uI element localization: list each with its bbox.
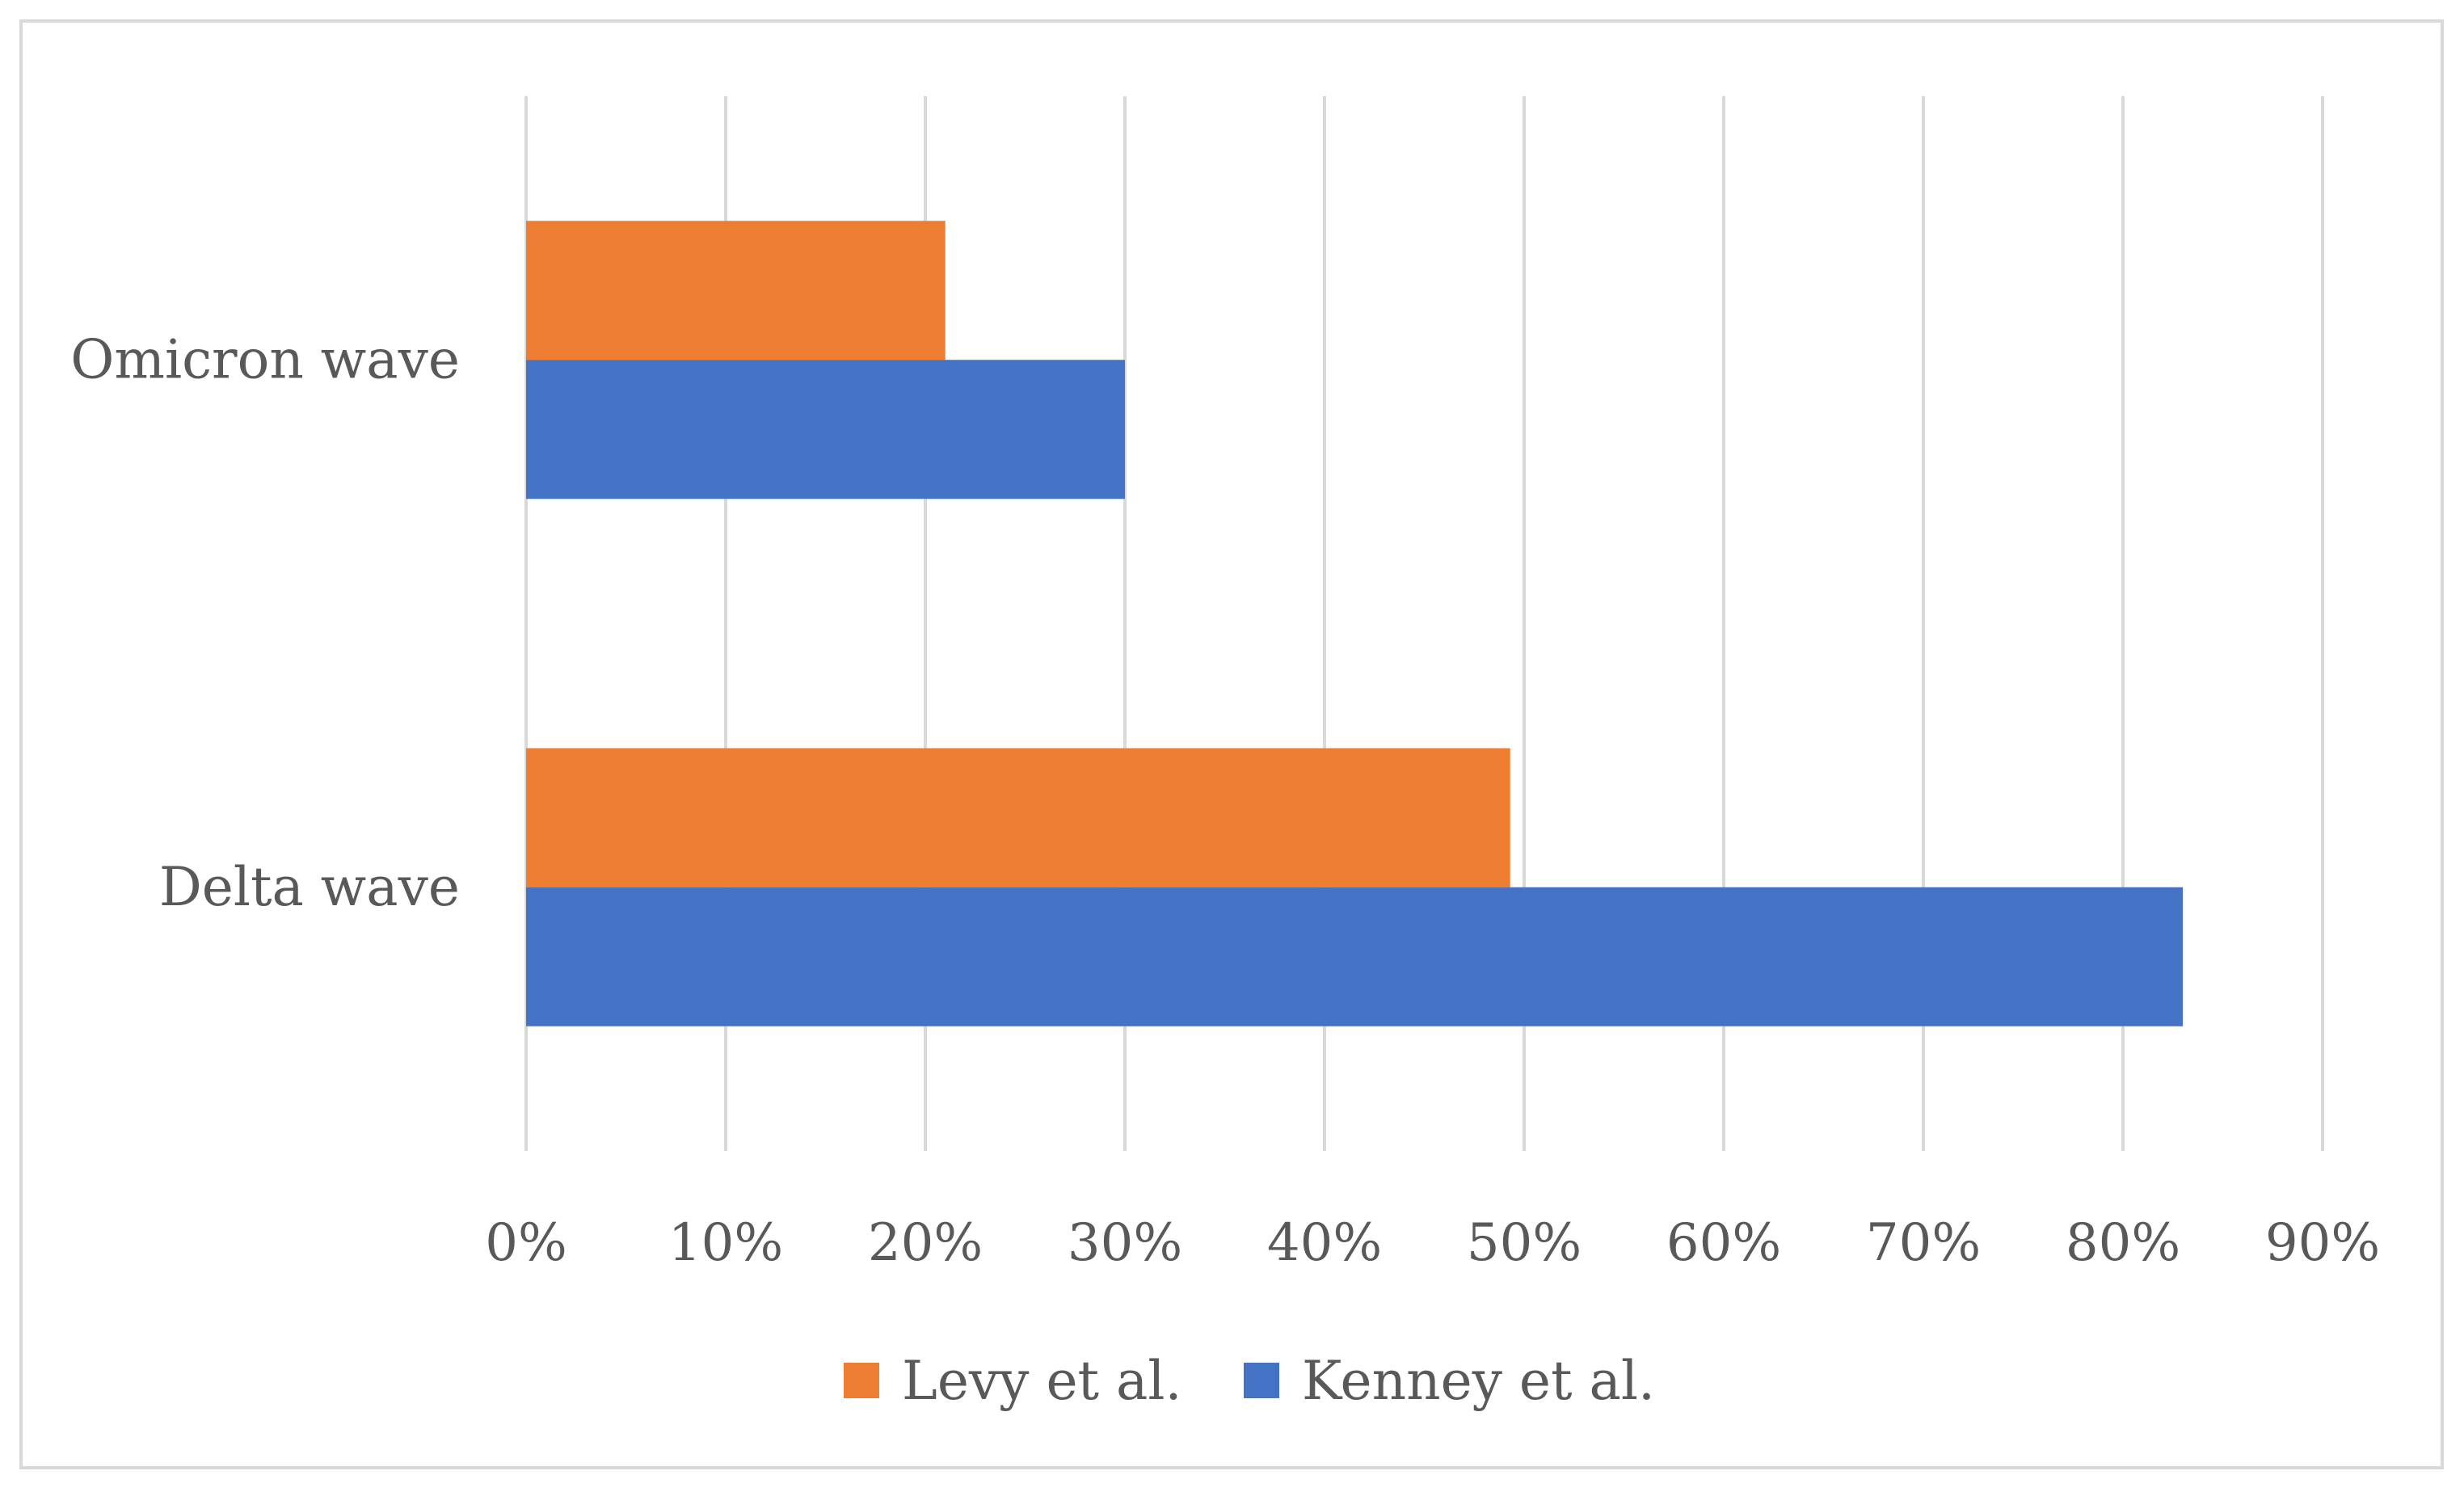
bar-kenney-delta [526,887,2184,1026]
x-tick-label: 60% [1666,1213,1781,1273]
bar-levy-omicron [526,221,946,360]
bar-chart: 0% 10% 20% 30% 40% 50% 60% 70% 80% 90% Omicron wa… [70,96,2380,1412]
category-label: Delta wave [159,856,460,918]
x-axis-ticks: 0% 10% 20% 30% 40% 50% 60% 70% 80% 90% [485,1213,2380,1273]
x-tick-label: 40% [1267,1213,1382,1273]
legend-label: Levy et al. [902,1350,1181,1412]
legend-swatch [844,1363,879,1398]
x-tick-label: 50% [1467,1213,1582,1273]
legend-label: Kenney et al. [1302,1350,1655,1412]
x-tick-label: 70% [1866,1213,1981,1273]
y-axis-categories: Omicron wave Delta wave [70,328,460,918]
x-tick-label: 30% [1068,1213,1182,1273]
chart-frame: 0% 10% 20% 30% 40% 50% 60% 70% 80% 90% Omicron wa… [19,19,2444,1469]
x-tick-label: 20% [868,1213,983,1273]
x-tick-label: 10% [668,1213,783,1273]
x-tick-label: 0% [485,1213,567,1273]
category-label: Omicron wave [70,328,460,390]
legend: Levy et al. Kenney et al. [844,1350,1655,1412]
legend-swatch [1244,1363,1279,1398]
bar-levy-delta [526,748,1510,887]
x-tick-label: 90% [2265,1213,2380,1273]
bars [526,221,2184,1026]
bar-kenney-omicron [526,360,1125,499]
x-tick-label: 80% [2066,1213,2180,1273]
